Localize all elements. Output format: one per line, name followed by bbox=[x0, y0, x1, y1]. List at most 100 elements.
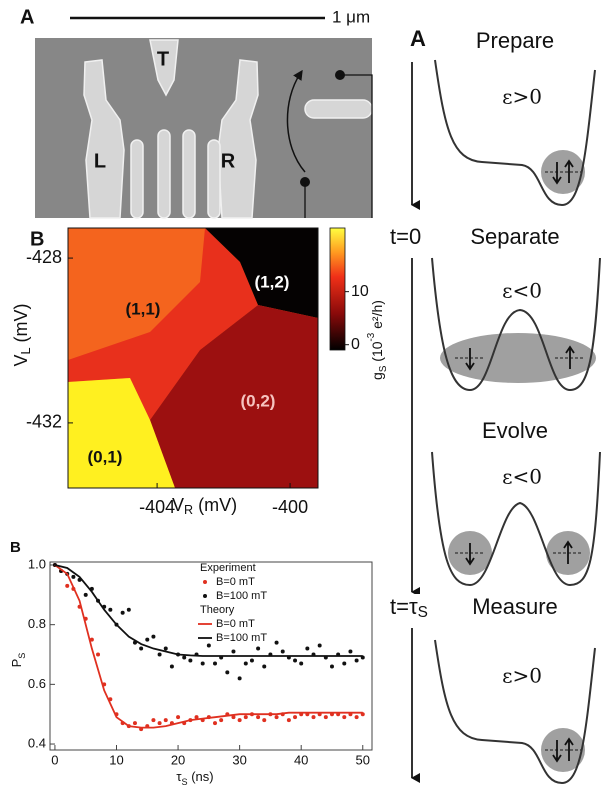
data-point bbox=[354, 715, 359, 720]
data-point bbox=[169, 664, 174, 669]
colorbar-tick-label: 0 bbox=[351, 336, 360, 353]
label-part: (10 bbox=[369, 341, 385, 365]
label-part: τ bbox=[176, 769, 182, 784]
data-point bbox=[237, 718, 242, 723]
theory-line bbox=[54, 564, 363, 729]
label-part: (mV) bbox=[193, 495, 237, 515]
legend-title: Theory bbox=[200, 604, 235, 616]
data-point bbox=[262, 664, 267, 669]
data-point bbox=[274, 715, 279, 720]
detuning-label: ε<0 bbox=[502, 279, 542, 303]
label-part: S bbox=[378, 365, 389, 372]
label-part: L bbox=[19, 347, 33, 354]
lead-line bbox=[340, 74, 373, 218]
data-point bbox=[243, 661, 248, 666]
data-point bbox=[206, 643, 211, 648]
theory-line bbox=[54, 564, 363, 657]
x-tick-label: -404 bbox=[139, 497, 175, 517]
y-tick-label: -428 bbox=[26, 247, 62, 267]
y-tick-label: 0.4 bbox=[28, 735, 46, 750]
data-point bbox=[71, 574, 76, 579]
data-point bbox=[96, 652, 101, 657]
data-point bbox=[182, 655, 187, 660]
data-point bbox=[262, 718, 267, 723]
data-point bbox=[249, 658, 254, 663]
x-tick-label: 50 bbox=[356, 752, 370, 767]
label-part: (ns) bbox=[188, 769, 214, 784]
data-point bbox=[311, 715, 316, 720]
data-point bbox=[342, 661, 347, 666]
potential-separate bbox=[431, 257, 601, 392]
data-point bbox=[151, 634, 156, 639]
time-label: t=0 bbox=[390, 224, 421, 249]
legend-entry: B=100 mT bbox=[216, 590, 267, 602]
x-tick-label: 10 bbox=[109, 752, 123, 767]
x-tick-label: 40 bbox=[294, 752, 308, 767]
label-part: S bbox=[182, 777, 188, 787]
data-point bbox=[194, 715, 199, 720]
data-point bbox=[126, 607, 131, 612]
time-label-bg bbox=[390, 594, 450, 622]
data-point bbox=[256, 715, 261, 720]
label-part: R bbox=[184, 503, 193, 517]
data-point bbox=[157, 652, 162, 657]
y-tick-label: -432 bbox=[26, 412, 62, 432]
data-point bbox=[299, 661, 304, 666]
panel-label: B bbox=[10, 539, 21, 556]
data-point bbox=[65, 583, 70, 588]
step-title: Evolve bbox=[482, 418, 548, 443]
plot-frame bbox=[49, 561, 373, 751]
data-point bbox=[200, 661, 205, 666]
y-tick-label: 0.6 bbox=[28, 676, 46, 691]
label-part: -3 bbox=[366, 332, 377, 341]
curved-arrow bbox=[286, 69, 306, 173]
data-point bbox=[89, 637, 94, 642]
x-axis-label: VR (mV) bbox=[172, 495, 237, 518]
region-label: (0,1) bbox=[88, 447, 123, 466]
region-label: (1,1) bbox=[126, 299, 161, 318]
label-part: P bbox=[9, 659, 24, 668]
gate-label: R bbox=[221, 150, 236, 172]
panel-label: A bbox=[20, 6, 34, 28]
data-point bbox=[317, 643, 322, 648]
data-point bbox=[256, 646, 261, 651]
data-point bbox=[286, 718, 291, 723]
data-point bbox=[120, 610, 125, 615]
data-point bbox=[108, 607, 113, 612]
data-point bbox=[213, 721, 218, 726]
data-point bbox=[231, 715, 236, 720]
panel-label: B bbox=[30, 228, 44, 250]
sem-image: A 1 μm T L R bbox=[20, 6, 373, 219]
legend-swatch bbox=[203, 594, 207, 598]
gate-label: L bbox=[94, 150, 106, 172]
region-label: (0,2) bbox=[241, 391, 276, 410]
label-part: (mV) bbox=[11, 303, 31, 347]
label-part: V bbox=[172, 495, 184, 515]
detuning-label: ε>0 bbox=[502, 85, 542, 109]
detuning-label: ε<0 bbox=[502, 465, 542, 489]
data-point bbox=[231, 649, 236, 654]
label-part: S bbox=[418, 604, 428, 621]
data-point bbox=[237, 676, 242, 681]
y-axis-label: VL (mV) bbox=[11, 303, 34, 366]
panel-label: A bbox=[410, 26, 426, 51]
y-tick-label: 0.8 bbox=[28, 616, 46, 631]
label-part: V bbox=[11, 355, 31, 367]
data-point bbox=[354, 658, 359, 663]
label-part: S bbox=[17, 653, 27, 659]
step-title: Separate bbox=[470, 224, 559, 249]
potential-measure bbox=[434, 639, 596, 785]
colorbar-label: gS (10-3 e²/h) bbox=[366, 300, 389, 380]
data-point bbox=[219, 718, 224, 723]
data-point bbox=[348, 649, 353, 654]
data-point bbox=[176, 715, 181, 720]
legend-entry: B=0 mT bbox=[216, 576, 255, 588]
data-point bbox=[188, 658, 193, 663]
data-point bbox=[139, 646, 144, 651]
step-title: Prepare bbox=[476, 28, 554, 53]
step-title: Measure bbox=[472, 594, 558, 619]
data-point bbox=[323, 715, 328, 720]
data-point bbox=[274, 640, 279, 645]
label-part: t=τ bbox=[390, 594, 418, 619]
